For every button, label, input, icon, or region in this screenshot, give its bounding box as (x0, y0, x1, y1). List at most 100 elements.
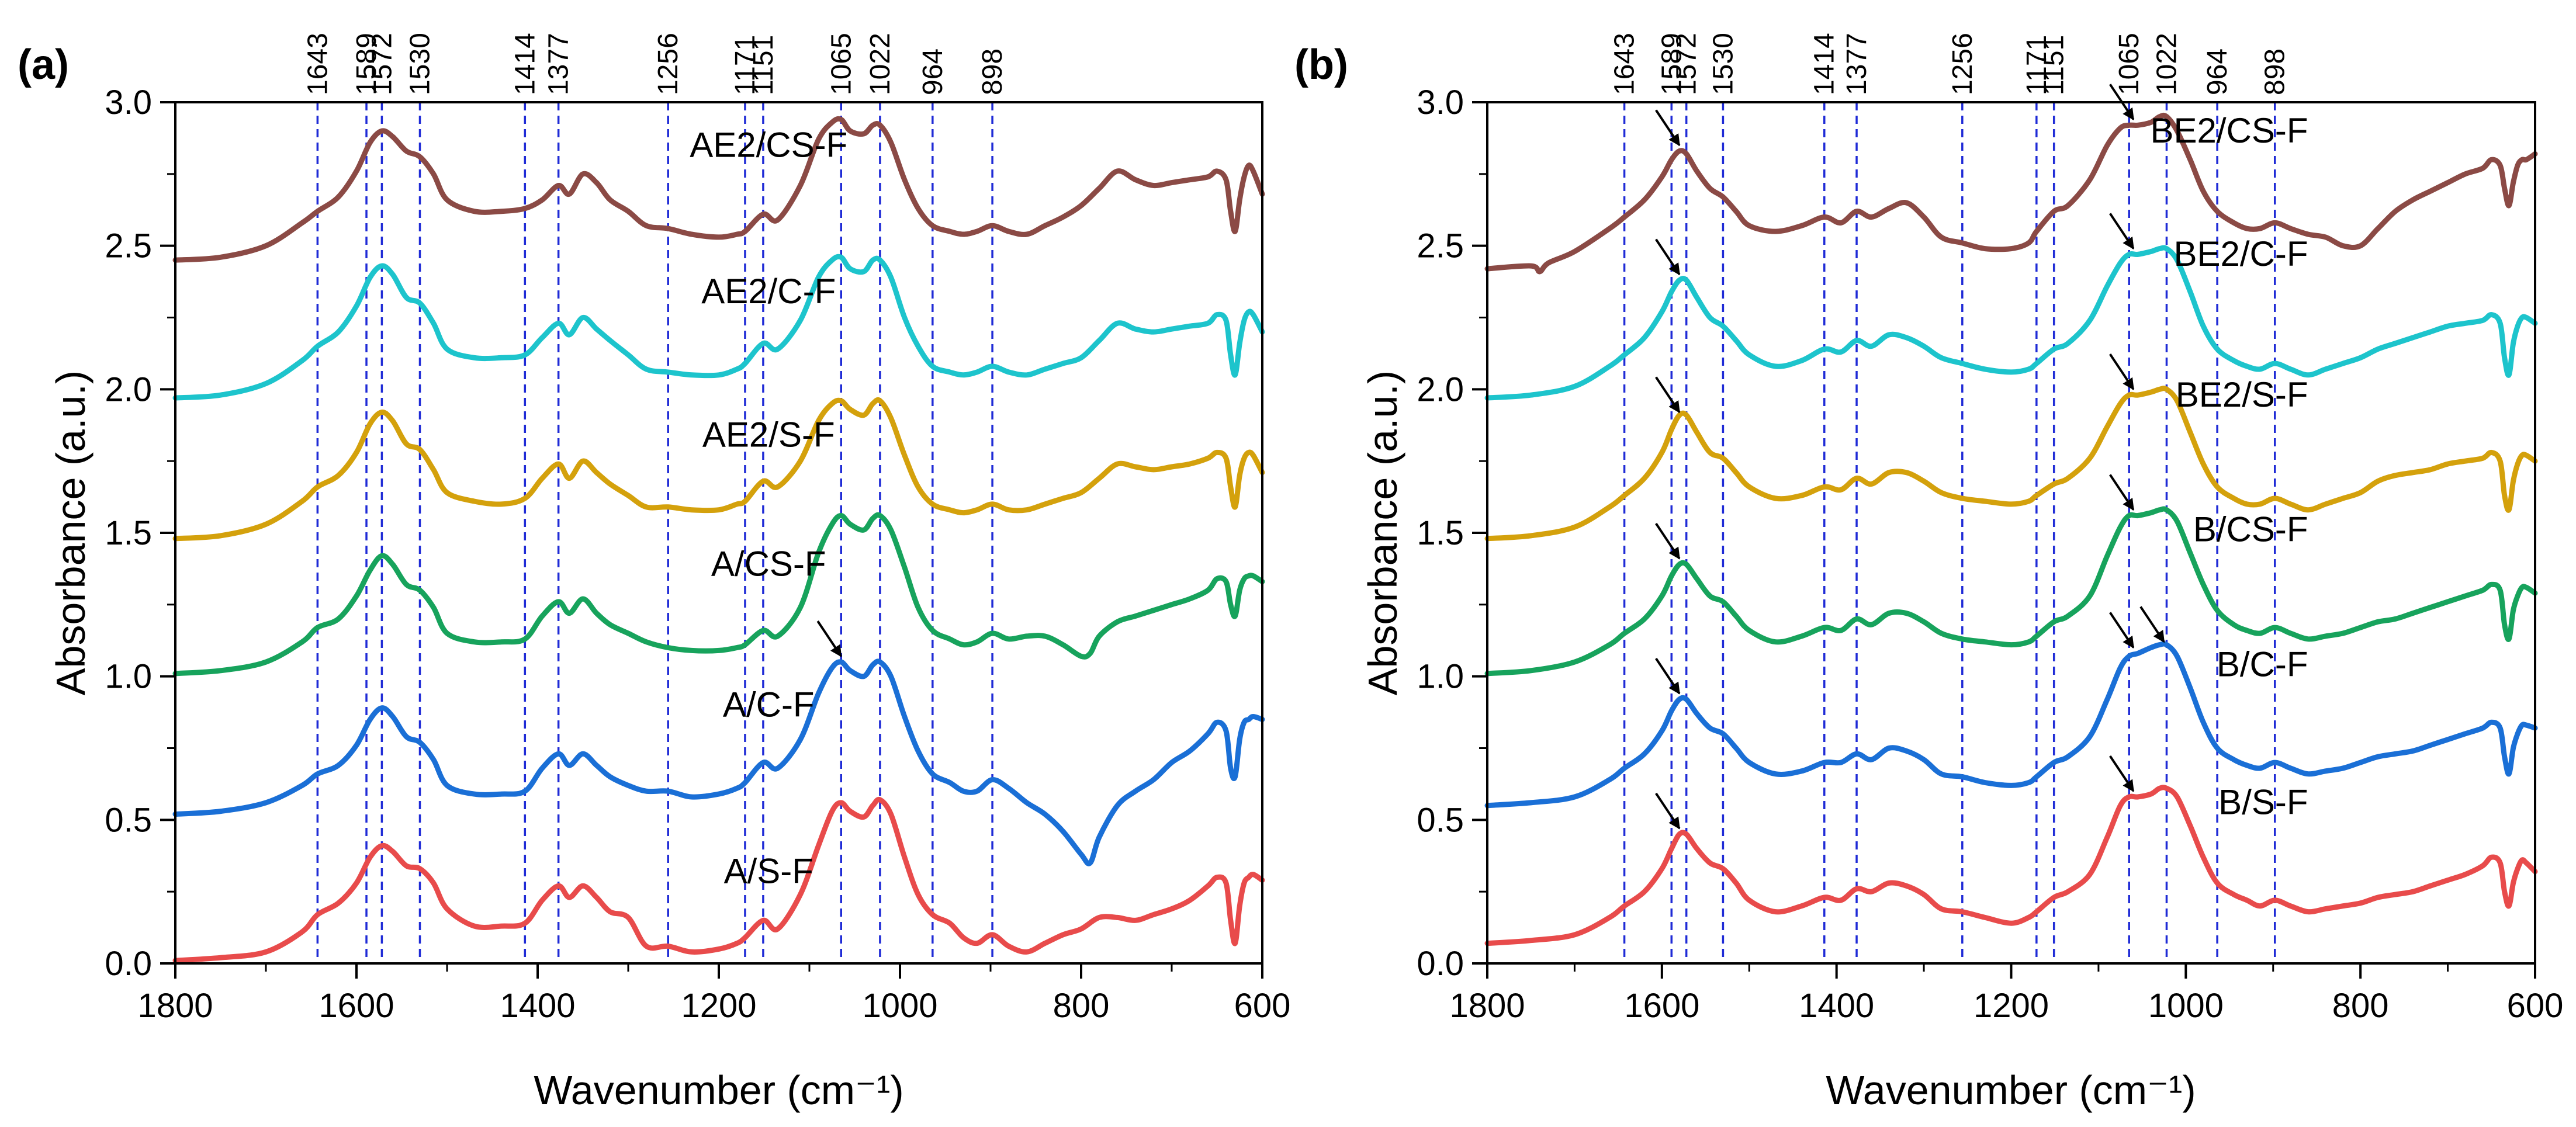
series-line (172, 116, 1265, 263)
x-tick-label: 600 (1234, 987, 1291, 1025)
y-tick-label: 2.5 (1417, 227, 1464, 265)
y-tick-label: 2.0 (1417, 370, 1464, 408)
x-tick-label: 600 (2507, 987, 2564, 1025)
series-line (1484, 386, 2538, 542)
series-b (1484, 112, 2538, 946)
peak-label: 1414 (510, 33, 541, 95)
y-tick-label: 3.0 (1417, 84, 1464, 122)
peak-lines-a (316, 102, 993, 963)
x-tick-label: 1800 (1449, 987, 1525, 1025)
series-line (1484, 506, 2538, 677)
series-label: AE2/C-F (701, 272, 836, 311)
peak-label: 898 (2260, 48, 2291, 95)
peak-label: 1171 (730, 35, 761, 95)
x-tick-label: 1600 (318, 987, 394, 1025)
x-ticks-b: 1800 1600 1400 1200 1000 800 600 (1449, 963, 2563, 1025)
x-tick-label: 1800 (137, 987, 213, 1025)
annotation-arrow (816, 620, 842, 657)
series-label: A/C-F (723, 685, 815, 724)
annotation-arrow (1655, 376, 1681, 414)
peak-label: 1256 (653, 33, 684, 95)
x-tick-label: 800 (2332, 987, 2389, 1025)
peak-label: 898 (977, 48, 1008, 95)
peak-label: 1572 (1671, 33, 1702, 95)
peak-label: 1530 (405, 33, 436, 95)
peak-label: 1377 (1841, 33, 1872, 95)
y-tick-label: 2.5 (105, 227, 152, 265)
series-line (172, 397, 1265, 542)
annotation-arrow (2139, 606, 2165, 643)
y-ticks-a: 0.0 0.5 1.0 1.5 2.0 2.5 3.0 (105, 84, 175, 983)
series-label: BE2/C-F (2173, 234, 2308, 273)
panel-b: (b) 1800 1600 1400 1200 1000 800 600 0.0 0.5 1.0… (1294, 33, 2563, 1113)
x-tick-label: 1600 (1624, 987, 1699, 1025)
annotation-arrow (1655, 657, 1681, 695)
series-line (1484, 245, 2538, 401)
series-label: BE2/CS-F (2150, 111, 2308, 150)
x-tick-label: 1000 (2148, 987, 2224, 1025)
peak-label: 1065 (826, 33, 857, 95)
peak-label: 1643 (1609, 33, 1640, 95)
series-label: A/CS-F (711, 545, 826, 584)
x-axis-title-b: Wavenumber (cm⁻¹) (1826, 1067, 2196, 1113)
peak-label: 1151 (2039, 35, 2070, 95)
panel-a: (a) 1800 1600 1400 1200 1000 800 600 0.0 0.5 1.0… (18, 33, 1290, 1113)
annotation-arrow (2109, 213, 2135, 250)
x-ticks-a: 1800 1600 1400 1200 1000 800 600 (137, 963, 1290, 1025)
x-tick-label: 1000 (862, 987, 937, 1025)
peak-label: 1256 (1947, 33, 1978, 95)
series-label: B/CS-F (2193, 510, 2308, 549)
y-tick-label: 0.5 (105, 801, 152, 839)
series-label: AE2/CS-F (690, 125, 847, 164)
annotation-arrow (1655, 109, 1681, 147)
series-line (1484, 785, 2538, 946)
peak-label: 964 (917, 48, 948, 95)
peak-label: 1171 (2021, 35, 2052, 95)
y-tick-label: 0.5 (1417, 801, 1464, 839)
peak-label: 1377 (543, 33, 574, 95)
peak-label: 1572 (366, 33, 397, 95)
y-tick-label: 3.0 (105, 84, 152, 122)
y-tick-label: 0.0 (105, 945, 152, 983)
y-tick-label: 1.5 (1417, 514, 1464, 552)
y-tick-label: 0.0 (1417, 945, 1464, 983)
series-line (1484, 112, 2538, 275)
series-label: AE2/S-F (702, 415, 835, 455)
annotation-arrow (2109, 612, 2135, 649)
y-tick-label: 1.0 (1417, 658, 1464, 696)
y-tick-label: 1.0 (105, 658, 152, 696)
y-tick-label: 2.0 (105, 370, 152, 408)
panel-b-label: (b) (1294, 41, 1348, 88)
series-a (172, 116, 1265, 963)
annotation-arrow (2109, 474, 2135, 511)
peak-lines-b (1623, 102, 2276, 963)
peak-label: 1151 (748, 35, 779, 95)
peak-label: 1589 (351, 33, 382, 95)
annotation-arrow (1655, 238, 1681, 276)
annotation-arrow (2109, 755, 2135, 792)
x-tick-label: 1200 (681, 987, 756, 1025)
series-labels-b: B/S-F B/C-F B/CS-F BE2/S-F BE2/C-F BE2/CS-F (2150, 111, 2308, 822)
arrows-a (816, 620, 842, 657)
y-axis-title-a: Absorbance (a.u.) (48, 370, 94, 695)
series-line (172, 797, 1265, 963)
series-label: A/S-F (724, 851, 813, 890)
peak-label: 1022 (2151, 33, 2182, 95)
peak-label: 1065 (2114, 33, 2145, 95)
series-line (172, 658, 1265, 866)
y-ticks-b: 0.0 0.5 1.0 1.5 2.0 2.5 3.0 (1417, 84, 1487, 983)
annotation-arrow (1655, 792, 1681, 830)
arrows-b (1655, 84, 2165, 830)
panel-a-label: (a) (18, 41, 69, 88)
x-tick-label: 800 (1053, 987, 1110, 1025)
x-tick-label: 1400 (500, 987, 575, 1025)
annotation-arrow (1655, 522, 1681, 560)
peak-label: 1022 (865, 33, 896, 95)
peak-label: 1643 (302, 33, 333, 95)
peak-label: 1589 (1656, 33, 1687, 95)
annotation-arrow (2109, 353, 2135, 390)
peak-label: 1414 (1809, 33, 1840, 95)
